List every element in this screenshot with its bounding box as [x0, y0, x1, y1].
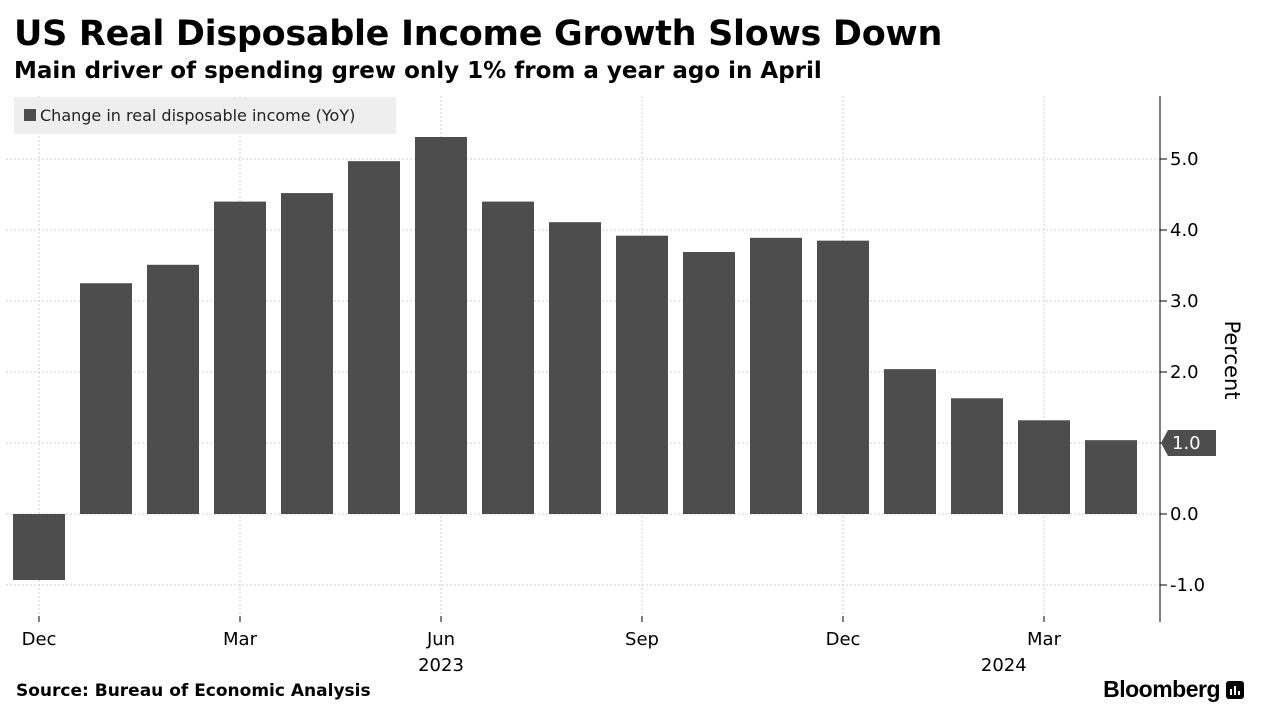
x-tick-label: Dec: [22, 629, 57, 650]
y-tick-label: -1.0: [1170, 575, 1205, 596]
legend-label: Change in real disposable income (YoY): [40, 106, 355, 125]
bar: [549, 222, 601, 514]
bar: [616, 235, 668, 514]
bar: [750, 237, 802, 514]
bar: [683, 252, 735, 514]
x-tick-label: Mar: [223, 629, 258, 650]
y-axis-label: Percent: [1220, 320, 1244, 399]
bar: [80, 283, 132, 514]
x-tick-label: Sep: [625, 629, 659, 650]
bar: [482, 201, 534, 514]
bar-layer: [13, 136, 1137, 581]
brand-name: Bloomberg: [1103, 676, 1220, 702]
x-tick-label: Jun: [426, 629, 455, 650]
y-tick-label: 5.0: [1170, 149, 1199, 170]
y-tick-label: 3.0: [1170, 291, 1199, 312]
y-tick-label: 0.0: [1170, 504, 1199, 525]
bar: [214, 201, 266, 514]
y-tick-label: 4.0: [1170, 220, 1199, 241]
x-tick-label: Mar: [1027, 629, 1062, 650]
bar: [147, 264, 199, 514]
bloomberg-logo: Bloomberg: [1103, 676, 1244, 703]
bar: [884, 369, 936, 514]
last-value-tag: [1161, 430, 1216, 456]
x-year-label: 2024: [981, 655, 1027, 676]
legend-swatch: [24, 109, 36, 121]
y-axis: -1.0 0.0 2.0 3.0 4.0 5.0 1.0: [1159, 96, 1216, 622]
x-tick-label: Dec: [826, 629, 861, 650]
last-value-tag-label: 1.0: [1172, 433, 1201, 454]
bar: [1085, 440, 1137, 514]
bloomberg-terminal-icon: [1226, 680, 1244, 699]
bar: [951, 398, 1003, 514]
x-axis: Dec Mar Jun Sep Dec Mar 2023 2024: [22, 616, 1062, 676]
source-note: Source: Bureau of Economic Analysis: [16, 681, 371, 701]
chart-subtitle: Main driver of spending grew only 1% fro…: [14, 58, 822, 84]
bar: [1018, 420, 1070, 514]
bar: [281, 193, 333, 514]
chart-title: US Real Disposable Income Growth Slows D…: [14, 14, 943, 54]
bar: [415, 136, 467, 515]
bar: [13, 514, 65, 581]
legend-background: [14, 97, 396, 134]
x-year-label: 2023: [418, 655, 464, 676]
y-tick-label: 2.0: [1170, 362, 1199, 383]
bar: [348, 161, 400, 514]
legend: Change in real disposable income (YoY): [14, 97, 396, 134]
bar: [817, 240, 869, 514]
